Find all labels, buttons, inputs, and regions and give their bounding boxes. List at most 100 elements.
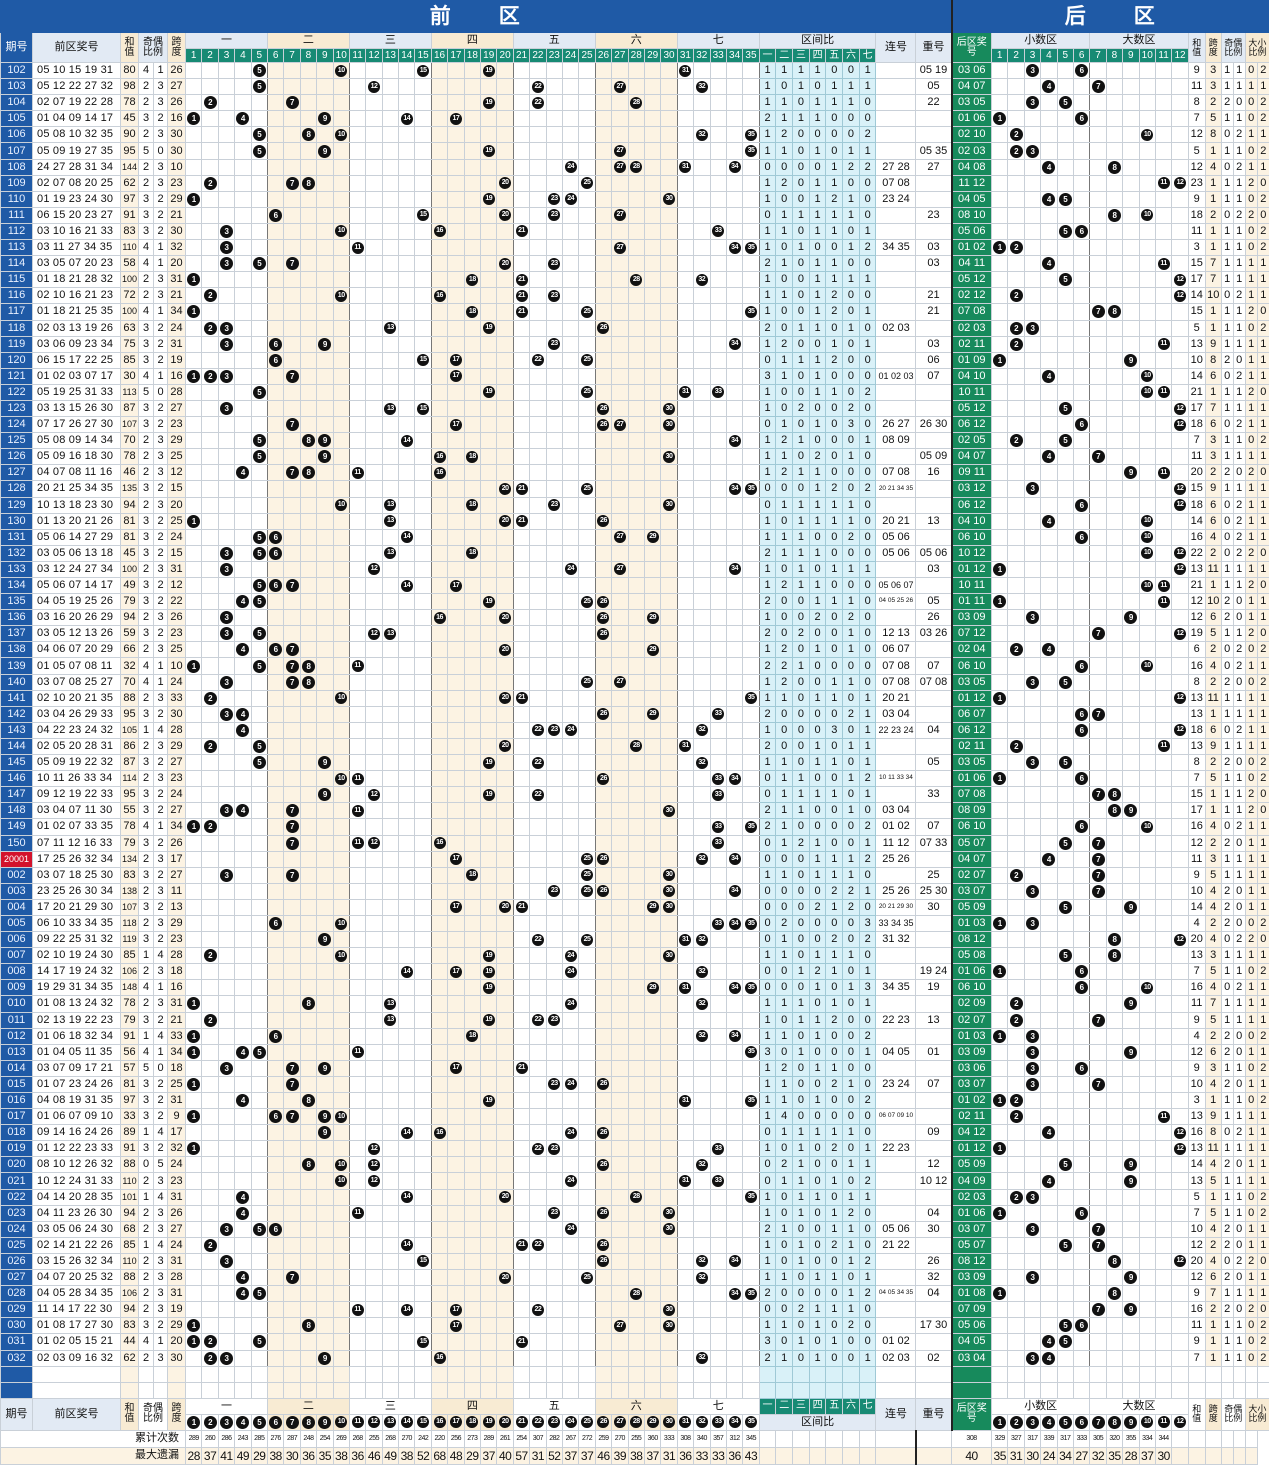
back-numbers-cell: 02 10 xyxy=(952,127,992,143)
front-number-cell-12 xyxy=(366,63,382,79)
front-number-cell-26 xyxy=(595,867,611,883)
front-number-cell-34 xyxy=(726,352,742,368)
front-number-cell-21 xyxy=(513,851,529,867)
front-number-cell-9 xyxy=(317,513,333,529)
zone-ratio-cell-5: 1 xyxy=(826,867,843,883)
back-big-cell: 0 xyxy=(1245,95,1257,111)
header-zone-ratio-5: 五 xyxy=(826,49,843,63)
front-number-cell-11 xyxy=(349,384,365,400)
front-number-cell-35 xyxy=(743,738,759,754)
back-hit-ball: 10 xyxy=(1141,547,1153,559)
front-number-cell-9 xyxy=(317,1076,333,1092)
header-number-3: 3 xyxy=(218,49,234,63)
front-number-cell-21: 21 xyxy=(513,1060,529,1076)
zone-ratio-cell-3: 0 xyxy=(793,883,810,899)
front-number-cell-2 xyxy=(202,336,218,352)
even-count-cell: 2 xyxy=(154,223,168,239)
front-number-cell-3 xyxy=(218,899,234,915)
zone-ratio-cell-5: 0 xyxy=(826,626,843,642)
front-number-cell-27 xyxy=(612,899,628,915)
front-hit-ball: 28 xyxy=(630,97,642,109)
even-count-cell: 1 xyxy=(154,256,168,272)
back-even-cell: 1 xyxy=(1233,690,1245,706)
zone-ratio-cell-2: 2 xyxy=(776,642,793,658)
front-number-cell-12 xyxy=(366,578,382,594)
front-number-cell-21 xyxy=(513,722,529,738)
zone-ratio-cell-2: 1 xyxy=(776,207,793,223)
front-number-cell-11 xyxy=(349,449,365,465)
back-number-cell-10 xyxy=(1139,320,1155,336)
zone-ratio-cell-3: 0 xyxy=(793,642,810,658)
back-number-cell-10 xyxy=(1139,79,1155,95)
back-odd-cell: 0 xyxy=(1221,932,1233,948)
zone-ratio-cell-7: 2 xyxy=(859,771,876,787)
period-cell: 108 xyxy=(1,159,33,175)
front-number-cell-3 xyxy=(218,159,234,175)
period-cell: 146 xyxy=(1,771,33,787)
sum-cell: 70 xyxy=(121,433,139,449)
front-number-cell-25: 25 xyxy=(579,352,595,368)
front-number-cell-28 xyxy=(628,1012,644,1028)
zone-ratio-cell-6: 0 xyxy=(843,1028,860,1044)
zone-ratio-cell-7: 0 xyxy=(859,449,876,465)
front-number-cell-18 xyxy=(464,642,480,658)
back-number-cell-10 xyxy=(1139,481,1155,497)
front-number-cell-8: 8 xyxy=(300,658,316,674)
back-small-cell: 2 xyxy=(1257,755,1269,771)
back-number-cell-11 xyxy=(1155,658,1171,674)
front-number-cell-10 xyxy=(333,175,349,191)
front-number-cell-24 xyxy=(562,143,578,159)
front-number-cell-31: 31 xyxy=(677,63,693,79)
even-count-cell: 2 xyxy=(154,111,168,127)
front-number-cell-12 xyxy=(366,481,382,497)
front-hit-ball: 25 xyxy=(581,596,593,608)
front-number-cell-19 xyxy=(481,400,497,416)
header-number-15: 15 xyxy=(415,49,431,63)
back-number-cell-4 xyxy=(1041,1044,1057,1060)
front-number-cell-16 xyxy=(431,95,447,111)
back-even-cell: 0 xyxy=(1233,755,1245,771)
back-hit-ball: 4 xyxy=(1042,193,1055,206)
odd-count-cell: 3 xyxy=(139,594,154,610)
header-consecutive: 连号 xyxy=(876,33,916,63)
zone-ratio-cell-1: 1 xyxy=(759,449,776,465)
front-hit-ball: 26 xyxy=(597,596,609,608)
back-number-cell-5 xyxy=(1057,1060,1073,1076)
front-number-cell-1 xyxy=(186,465,202,481)
front-number-cell-14 xyxy=(399,368,415,384)
odd-count-cell: 4 xyxy=(139,368,154,384)
front-number-cell-20 xyxy=(497,384,513,400)
front-number-cell-25: 25 xyxy=(579,175,595,191)
odd-count-cell: 2 xyxy=(139,465,154,481)
back-numbers-cell: 06 12 xyxy=(952,497,992,513)
front-number-cell-3 xyxy=(218,883,234,899)
zone-ratio-cell-1: 3 xyxy=(759,1044,776,1060)
front-number-cell-11 xyxy=(349,674,365,690)
front-number-cell-4 xyxy=(235,964,251,980)
front-number-cell-29: 29 xyxy=(644,706,660,722)
zone-ratio-cell-5: 1 xyxy=(826,964,843,980)
front-number-cell-1 xyxy=(186,159,202,175)
back-number-cell-2 xyxy=(1008,352,1024,368)
back-hit-ball: 11 xyxy=(1158,596,1170,608)
front-number-cell-30 xyxy=(661,690,677,706)
front-hit-ball: 26 xyxy=(597,1078,609,1090)
front-number-cell-21 xyxy=(513,561,529,577)
back-number-cell-7 xyxy=(1090,352,1106,368)
even-count-cell: 1 xyxy=(154,304,168,320)
back-number-cell-3 xyxy=(1024,658,1040,674)
front-number-cell-16 xyxy=(431,400,447,416)
front-number-cell-16 xyxy=(431,561,447,577)
back-number-cell-7 xyxy=(1090,143,1106,159)
front-number-cell-20 xyxy=(497,803,513,819)
back-odd-cell: 2 xyxy=(1221,594,1233,610)
repeat-cell: 33 xyxy=(916,787,952,803)
back-number-cell-3: 3 xyxy=(1024,1044,1040,1060)
front-number-cell-34 xyxy=(726,1060,742,1076)
front-number-cell-29 xyxy=(644,497,660,513)
front-number-cell-1 xyxy=(186,980,202,996)
front-number-cell-26 xyxy=(595,223,611,239)
back-number-cell-8 xyxy=(1106,336,1122,352)
zone-ratio-cell-2: 1 xyxy=(776,755,793,771)
